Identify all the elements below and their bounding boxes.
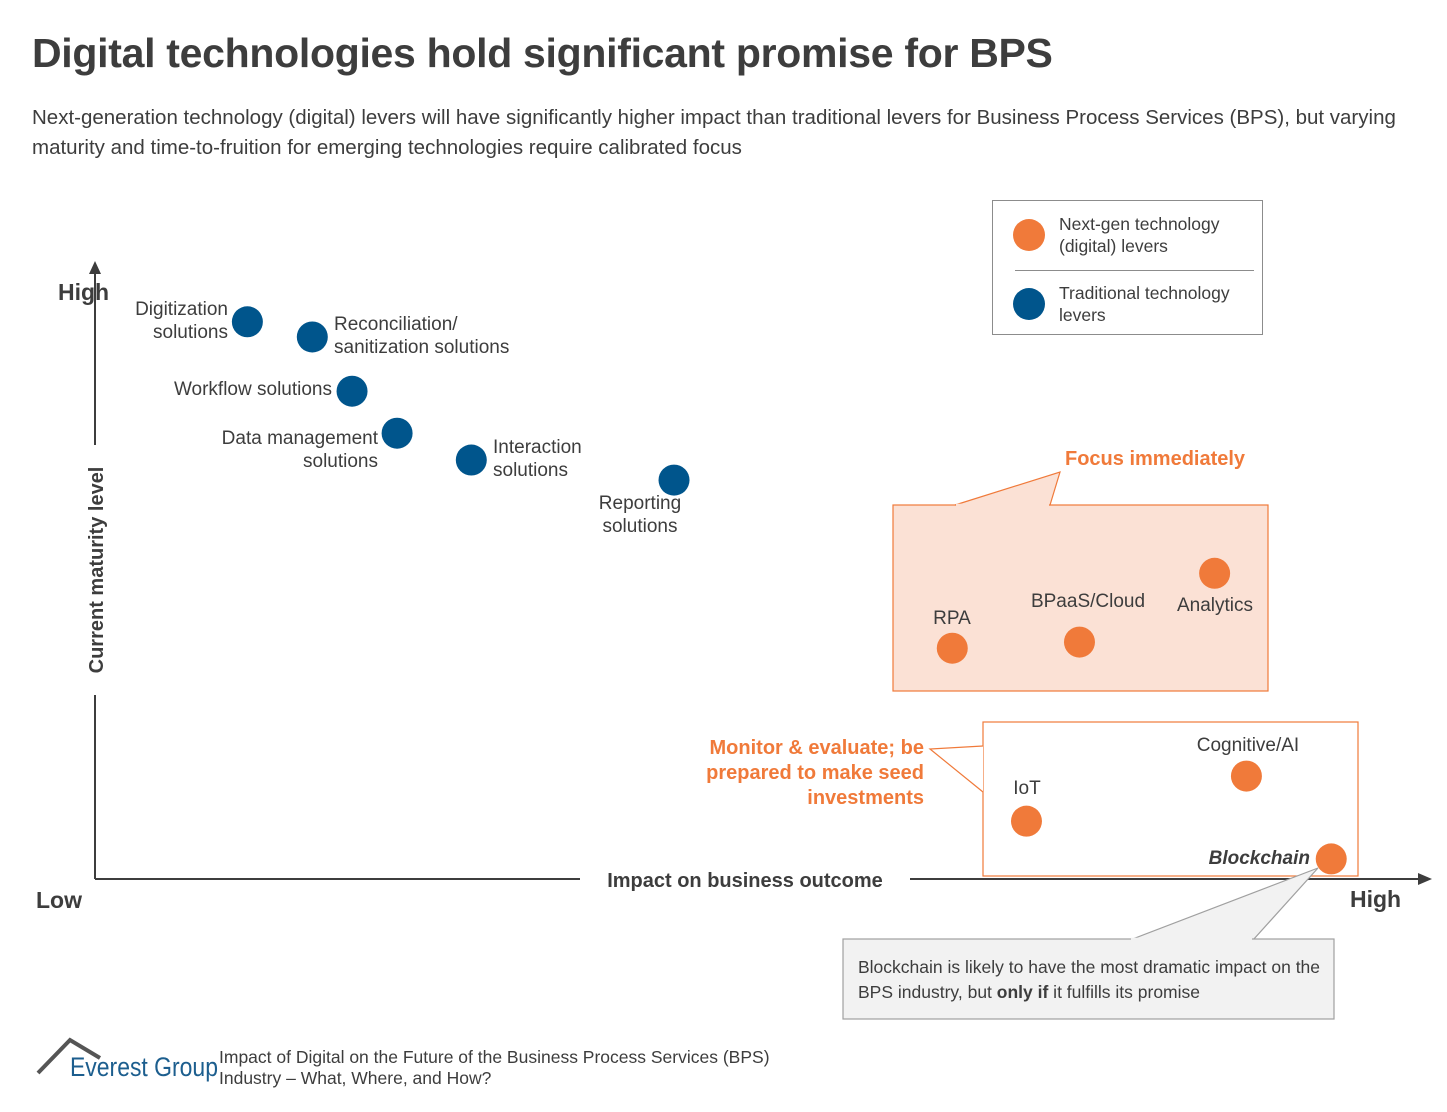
data-point <box>936 632 968 664</box>
point-label: Blockchain <box>1208 848 1310 869</box>
note-emphasis: only if <box>996 982 1049 1002</box>
data-point <box>231 306 263 338</box>
y-axis-label: Current maturity level <box>86 467 108 674</box>
orange-dot-icon <box>1013 219 1045 251</box>
point-label: Data management solutions <box>221 428 378 472</box>
note-text: Blockchain is likely to have the most dr… <box>858 957 1321 1002</box>
y-axis <box>89 261 101 879</box>
point-label: Reporting solutions <box>598 493 682 537</box>
monitor-zone <box>982 721 1359 877</box>
point-label: IoT <box>1013 778 1041 799</box>
data-point <box>1063 626 1095 658</box>
subtitle: Next-generation technology (digital) lev… <box>32 106 1396 159</box>
data-point <box>1010 805 1042 837</box>
point-label: Workflow solutions <box>173 379 332 400</box>
point-label: RPA <box>933 608 971 629</box>
legend-label: Next-gen technology (digital) levers <box>1059 214 1220 256</box>
x-axis-label: Impact on business outcome <box>607 870 883 892</box>
legend-item-traditional: Traditional technology levers <box>1013 282 1259 326</box>
data-point <box>296 321 328 353</box>
data-point <box>336 375 368 407</box>
x-axis <box>95 873 1432 885</box>
point-label: Reconciliation/ sanitization solutions <box>334 314 510 358</box>
x-axis-high-label: High <box>1350 886 1402 912</box>
point-label: Digitization solutions <box>135 299 228 343</box>
data-point <box>455 444 487 476</box>
data-point <box>1315 843 1347 875</box>
everest-group-logo: Everest Group <box>70 1052 218 1082</box>
focus-callout-tail <box>954 471 1061 506</box>
data-point <box>658 464 690 496</box>
data-point <box>1199 557 1231 589</box>
legend-label: Traditional technology levers <box>1059 283 1230 325</box>
monitor-annotation: Monitor & evaluate; be prepared to make … <box>706 737 924 809</box>
point-label: Cognitive/AI <box>1196 735 1300 756</box>
legend: Next-gen technology (digital) levers Tra… <box>992 200 1263 335</box>
page-title: Digital technologies hold significant pr… <box>32 30 1053 76</box>
legend-item-digital: Next-gen technology (digital) levers <box>1013 213 1249 257</box>
y-axis-high-label: High <box>58 279 110 305</box>
data-point <box>381 417 413 449</box>
data-point <box>1230 760 1262 792</box>
monitor-callout-tail <box>928 745 984 793</box>
footer-source: Impact of Digital on the Future of the B… <box>219 1047 770 1088</box>
blockchain-callout-box <box>842 938 1335 1020</box>
logo-mountain-icon <box>36 1037 102 1075</box>
scatter-points <box>231 306 1347 875</box>
point-label: BPaaS/Cloud <box>1030 591 1146 612</box>
point-label: Interaction solutions <box>493 437 582 481</box>
legend-divider <box>1015 270 1254 271</box>
x-axis-low-label: Low <box>36 887 82 913</box>
blockchain-note: Blockchain is likely to have the most dr… <box>858 955 1328 1005</box>
focus-annotation: Focus immediately <box>1065 448 1246 470</box>
blue-dot-icon <box>1013 288 1045 320</box>
point-label: Analytics <box>1176 595 1254 616</box>
note-text: it fulfills its promise <box>1048 982 1201 1002</box>
